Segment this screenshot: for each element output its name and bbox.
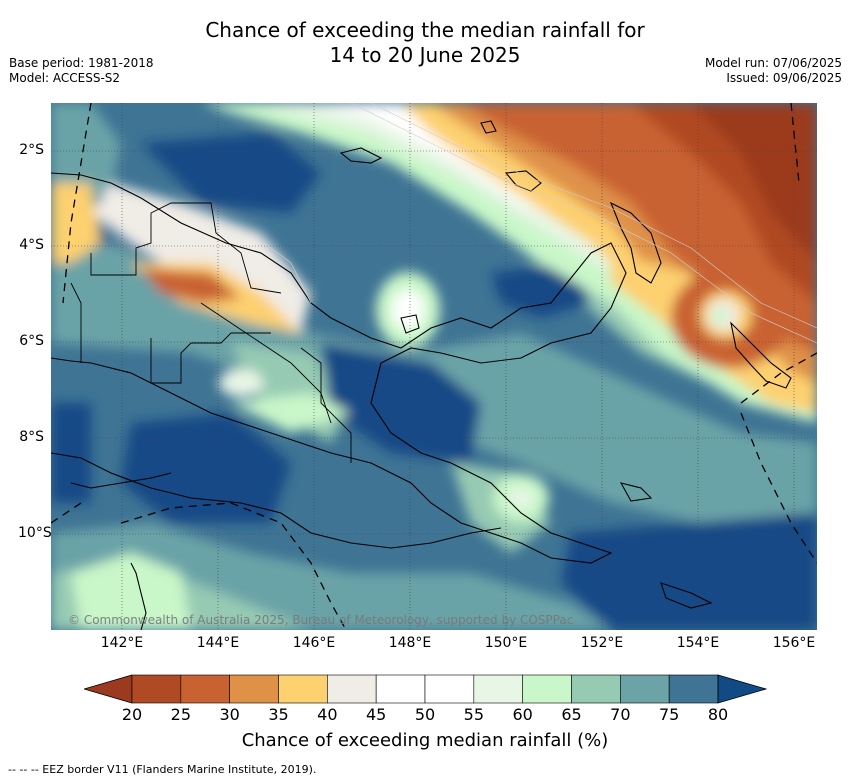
map-title: Chance of exceeding the median rainfall … bbox=[0, 18, 850, 68]
colorbar bbox=[84, 674, 768, 704]
colorbar-cell bbox=[571, 674, 621, 704]
lon-tick-142e: 142°E bbox=[100, 635, 144, 651]
colorbar-tick-label: 35 bbox=[268, 705, 289, 724]
province-borders bbox=[70, 202, 352, 463]
colorbar-tick-label: 30 bbox=[219, 705, 240, 724]
lon-tick-146e: 146°E bbox=[292, 635, 336, 651]
colorbar-extend-low bbox=[84, 674, 133, 704]
colorbar-cell bbox=[229, 674, 279, 704]
colorbar-cell bbox=[668, 674, 719, 704]
meta-right: Model run: 07/06/2025 Issued: 09/06/2025 bbox=[705, 56, 842, 86]
colorbar-tick-label: 50 bbox=[414, 705, 436, 724]
title-line-1: Chance of exceeding the median rainfall … bbox=[205, 18, 645, 42]
title-line-2: 14 to 20 June 2025 bbox=[329, 43, 521, 67]
lat-tick-8s: 8°S bbox=[19, 429, 44, 445]
lon-tick-150e: 150°E bbox=[484, 635, 528, 651]
lat-tick-2s: 2°S bbox=[19, 142, 44, 158]
lon-tick-156e: 156°E bbox=[772, 635, 816, 651]
eez-footnote: -- -- -- EEZ border V11 (Flanders Marine… bbox=[8, 763, 317, 776]
colorbar-cell bbox=[375, 674, 426, 704]
graticule bbox=[51, 103, 817, 630]
colorbar-cell bbox=[522, 674, 572, 704]
colorbar-tick-label: 20 bbox=[121, 705, 143, 724]
model-run: Model run: 07/06/2025 bbox=[704, 56, 842, 70]
colorbar-cell bbox=[327, 674, 377, 704]
lat-tick-6s: 6°S bbox=[19, 333, 44, 349]
rainfall-fields bbox=[51, 103, 817, 630]
colorbar-tick-label: 75 bbox=[658, 705, 680, 724]
colorbar-tick-label: 45 bbox=[365, 705, 387, 724]
colorbar-cell bbox=[620, 674, 670, 704]
lon-tick-154e: 154°E bbox=[676, 635, 720, 651]
issued-date: Issued: 09/06/2025 bbox=[726, 71, 842, 85]
colorbar-tick-label: 65 bbox=[561, 705, 582, 724]
colorbar-cell bbox=[180, 674, 230, 704]
copyright-notice: © Commonwealth of Australia 2025, Bureau… bbox=[68, 613, 574, 627]
colorbar-tick-label: 40 bbox=[317, 705, 338, 724]
rainfall-map bbox=[51, 103, 817, 630]
colorbar-tick-label: 70 bbox=[610, 705, 631, 724]
colorbar-tick-label: 25 bbox=[170, 705, 191, 724]
lon-tick-144e: 144°E bbox=[196, 635, 240, 651]
colorbar-cell bbox=[131, 674, 182, 704]
colorbar-title: Chance of exceeding median rainfall (%) bbox=[241, 730, 609, 751]
lat-tick-10s: 10°S bbox=[18, 525, 52, 541]
lon-tick-152e: 152°E bbox=[580, 635, 624, 651]
contour-lines bbox=[250, 103, 817, 344]
base-period: Base period: 1981-2018 bbox=[9, 56, 154, 70]
colorbar-extend-high bbox=[717, 674, 768, 704]
lon-tick-148e: 148°E bbox=[388, 635, 432, 651]
meta-left: Base period: 1981-2018 Model: ACCESS-S2 bbox=[9, 56, 154, 86]
colorbar-tick-label: 55 bbox=[463, 705, 484, 724]
model-name: Model: ACCESS-S2 bbox=[9, 71, 121, 85]
colorbar-cell bbox=[424, 674, 475, 704]
colorbar-cell bbox=[473, 674, 523, 704]
lat-tick-4s: 4°S bbox=[19, 237, 44, 253]
eez-borders bbox=[51, 103, 817, 630]
colorbar-cell bbox=[278, 674, 328, 704]
colorbar-tick-label: 80 bbox=[707, 705, 729, 724]
coastlines bbox=[51, 120, 792, 630]
colorbar-cells bbox=[131, 674, 719, 704]
colorbar-tick-label: 60 bbox=[512, 705, 533, 724]
